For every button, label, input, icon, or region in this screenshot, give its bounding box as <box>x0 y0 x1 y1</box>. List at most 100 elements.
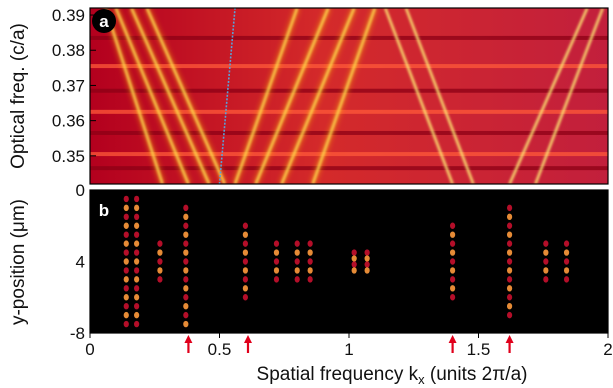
mode-spot <box>134 213 140 221</box>
mode-spot <box>183 222 189 229</box>
mode-spot <box>123 213 129 221</box>
mode-spot <box>183 276 189 283</box>
mode-spot <box>123 231 129 238</box>
horizontal-band <box>90 109 608 114</box>
mode-spot <box>123 311 129 319</box>
x-tick-label: 1 <box>344 340 353 359</box>
mode-spot <box>123 258 129 265</box>
band-glow <box>252 8 332 184</box>
x-tick-label: 1.5 <box>467 340 491 359</box>
mode-spot <box>134 258 140 265</box>
mode-spot <box>134 204 140 212</box>
mode-spot <box>123 276 129 283</box>
mode-spot <box>134 249 140 256</box>
mode-spot <box>364 261 370 268</box>
panel-b-label: b <box>99 201 109 220</box>
band-line <box>534 8 604 184</box>
mode-spot <box>506 204 513 212</box>
panel-b-background <box>90 190 608 333</box>
mode-spot <box>157 276 163 283</box>
mode-spot <box>134 240 140 247</box>
mode-spot <box>273 249 280 256</box>
mode-spot <box>351 261 357 268</box>
mode-spot <box>157 249 163 256</box>
x-tick-label: 0.5 <box>208 340 232 359</box>
panel-a-y-axis: 0.35 0.36 0.37 0.38 0.39 <box>52 6 96 166</box>
panel-b-y-axis: 0 4 -8 <box>70 181 96 343</box>
mode-spot <box>134 276 140 283</box>
mode-spot <box>563 249 570 256</box>
mode-spot <box>307 276 313 283</box>
mode-spot <box>506 267 513 274</box>
band-line <box>508 8 589 184</box>
mode-spot <box>183 240 189 247</box>
mode-spot <box>242 294 248 301</box>
x-tick-label: 2 <box>603 340 612 359</box>
mode-spot <box>307 258 313 265</box>
mode-spot <box>123 240 129 247</box>
horizontal-band <box>90 35 608 40</box>
mode-spot <box>183 311 189 319</box>
mode-spot <box>506 213 513 221</box>
panel-a-label: a <box>92 9 116 33</box>
mode-spot <box>543 276 549 283</box>
horizontal-band <box>90 130 608 135</box>
mode-spot <box>242 276 248 283</box>
mode-spot <box>294 267 300 274</box>
mode-spot <box>134 302 140 310</box>
mode-spot <box>123 294 129 301</box>
arrow-head <box>184 335 193 343</box>
mode-spot <box>294 249 300 256</box>
y-tick-label: 0.39 <box>52 6 85 25</box>
mode-spot <box>183 258 189 265</box>
mode-spot <box>307 240 313 247</box>
mode-spot <box>242 258 248 265</box>
mode-spot <box>351 267 357 274</box>
panel-b-x-title: Spatial frequency kx (units 2π/a) <box>257 364 528 387</box>
mode-spot <box>450 276 456 283</box>
mode-spot <box>134 231 140 238</box>
y-tick-label: 0.35 <box>52 147 85 166</box>
panel-b-letter: b <box>99 201 109 220</box>
mode-spot <box>183 267 189 274</box>
mode-spot <box>183 231 189 238</box>
mode-spot <box>273 258 280 265</box>
mode-spot <box>273 240 280 247</box>
mode-spot <box>563 267 570 274</box>
mode-spot <box>450 240 456 247</box>
x-tick-label: 0 <box>85 340 94 359</box>
y-tick-label: 0.36 <box>52 112 85 131</box>
mode-spot <box>242 285 248 292</box>
panel-a-letter: a <box>99 12 109 31</box>
mode-spot <box>157 258 163 265</box>
mode-spot <box>134 285 140 292</box>
mode-spot <box>563 258 570 265</box>
mode-spot <box>506 249 513 256</box>
mode-spot <box>506 302 513 310</box>
panel-a: 0.35 0.36 0.37 0.38 0.39 a Optical freq. (c/… <box>8 6 609 185</box>
y-tick-label: 0.37 <box>52 76 85 95</box>
mode-spot <box>183 249 189 256</box>
band-glow <box>143 8 228 184</box>
mode-spot <box>364 255 370 262</box>
arrow-head <box>505 335 514 343</box>
mode-spot <box>273 276 280 283</box>
x-title-sub: x <box>418 372 425 387</box>
mode-spot <box>242 267 248 274</box>
mode-spot <box>294 240 300 247</box>
horizontal-band <box>90 166 608 171</box>
mode-spot <box>543 267 549 274</box>
y-tick-label: 0 <box>76 181 85 200</box>
mode-spot <box>450 249 456 256</box>
mode-spot <box>506 276 513 283</box>
mode-spot <box>183 285 189 292</box>
mode-spot <box>307 249 313 256</box>
mode-spot <box>123 195 129 203</box>
panel-b-arrows <box>184 335 514 353</box>
mode-spot <box>506 258 513 265</box>
mode-spot <box>294 258 300 265</box>
horizontal-band <box>90 152 608 157</box>
mode-spot <box>123 249 129 256</box>
arrow-head <box>448 335 457 343</box>
